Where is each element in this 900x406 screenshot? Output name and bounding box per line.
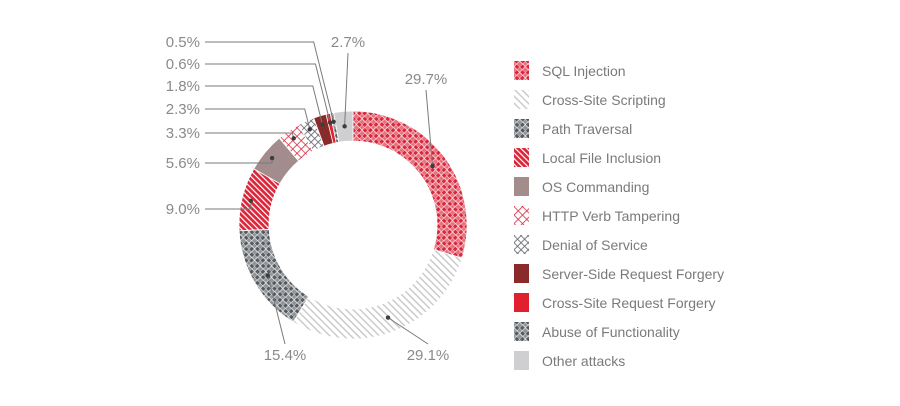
legend-label: Denial of Service	[542, 236, 648, 253]
callout-path-traversal: 0.5%	[166, 34, 336, 124]
legend-swatch	[514, 206, 529, 225]
callout-server-side-request-forgery: 1.8%	[166, 78, 325, 127]
chart-legend: SQL Injection Cross-Site Scripting Path Tr…	[514, 56, 724, 375]
value-label-http-verb-tampering: 3.3%	[166, 125, 200, 142]
legend-swatch	[514, 293, 529, 312]
callout-dot	[331, 119, 336, 124]
value-label-path-traversal: 0.5%	[166, 34, 200, 51]
callout-dot	[342, 124, 347, 129]
legend-item-other-attacks: Other attacks	[514, 346, 724, 375]
value-label-cross-site-scripting: 29.1%	[407, 347, 450, 364]
slice-sql-injection	[352, 110, 468, 259]
value-label-cross-site-request-forgery: 0.6%	[166, 56, 200, 73]
value-label-local-file-inclusion: 9.0%	[166, 201, 200, 218]
callout-line	[205, 108, 311, 130]
legend-item-path-traversal: Path Traversal	[514, 114, 724, 143]
callout-line	[344, 52, 349, 127]
legend-label: Local File Inclusion	[542, 149, 662, 166]
callout-other-attacks: 2.7%	[331, 34, 365, 129]
callout-http-verb-tampering: 3.3%	[166, 125, 296, 142]
legend-swatch	[514, 61, 529, 80]
legend-item-cross-site-request-forgery: Cross-Site Request Forgery	[514, 288, 724, 317]
legend-swatch	[514, 90, 529, 109]
callout-dot	[265, 273, 270, 278]
legend-swatch	[514, 177, 529, 196]
legend-swatch	[514, 119, 529, 138]
callout-local-file-inclusion: 9.0%	[166, 198, 254, 218]
legend-item-local-file-inclusion: Local File Inclusion	[514, 143, 724, 172]
legend-label: Server-Side Request Forgery	[542, 265, 725, 282]
slice-cross-site-scripting	[292, 248, 463, 340]
callout-cross-site-request-forgery: 0.6%	[166, 56, 333, 125]
legend-item-os-commanding: OS Commanding	[514, 172, 724, 201]
callout-line	[205, 41, 335, 122]
callout-dot	[291, 136, 296, 141]
legend-label: Other attacks	[542, 352, 626, 369]
callout-sql-injection: 29.7%	[405, 71, 448, 169]
callout-line	[205, 200, 252, 210]
callout-dot	[307, 127, 312, 132]
legend-label: OS Commanding	[542, 178, 650, 195]
callout-line	[425, 89, 434, 167]
callout-dot	[327, 120, 333, 125]
legend-swatch	[514, 148, 529, 167]
legend-swatch	[514, 235, 529, 254]
callout-os-commanding: 5.6%	[166, 155, 275, 172]
callout-dot	[385, 315, 391, 320]
legend-swatch	[514, 322, 529, 341]
legend-swatch	[514, 264, 529, 283]
value-label-denial-of-service: 2.3%	[166, 101, 200, 118]
callout-dot	[320, 122, 325, 127]
value-label-abuse-of-functionality: 15.4%	[264, 347, 307, 364]
slice-abuse-of-functionality	[238, 228, 310, 323]
value-label-server-side-request-forgery: 1.8%	[166, 78, 200, 95]
legend-item-denial-of-service: Denial of Service	[514, 230, 724, 259]
callout-cross-site-scripting: 29.1%	[385, 315, 450, 364]
donut-chart: 29.7% 29.1% 15.4% 9.0% 5.6% 3.3% 2.3% 1.8% 0.6% 0…	[166, 34, 468, 364]
callout-line	[387, 317, 429, 345]
legend-item-cross-site-scripting: Cross-Site Scripting	[514, 85, 724, 114]
legend-label: Path Traversal	[542, 120, 633, 137]
value-label-sql-injection: 29.7%	[405, 71, 448, 88]
callout-denial-of-service: 2.3%	[166, 101, 312, 132]
legend-item-abuse-of-functionality: Abuse of Functionality	[514, 317, 724, 346]
legend-item-http-verb-tampering: HTTP Verb Tampering	[514, 201, 724, 230]
legend-label: Abuse of Functionality	[542, 323, 680, 340]
callout-dot	[269, 155, 275, 161]
legend-item-sql-injection: SQL Injection	[514, 56, 724, 85]
callout-dot	[430, 163, 435, 169]
callout-line	[205, 85, 323, 125]
value-label-os-commanding: 5.6%	[166, 155, 200, 172]
legend-swatch	[514, 351, 529, 370]
legend-item-server-side-request-forgery: Server-Side Request Forgery	[514, 259, 724, 288]
callout-dot	[248, 198, 254, 204]
value-label-other-attacks: 2.7%	[331, 34, 365, 51]
callout-line	[267, 275, 286, 345]
legend-label: Cross-Site Scripting	[542, 91, 666, 108]
callout-abuse-of-functionality: 15.4%	[264, 273, 307, 364]
legend-label: HTTP Verb Tampering	[542, 207, 680, 224]
legend-label: SQL Injection	[542, 62, 626, 79]
legend-label: Cross-Site Request Forgery	[542, 294, 716, 311]
callout-line	[205, 63, 331, 123]
